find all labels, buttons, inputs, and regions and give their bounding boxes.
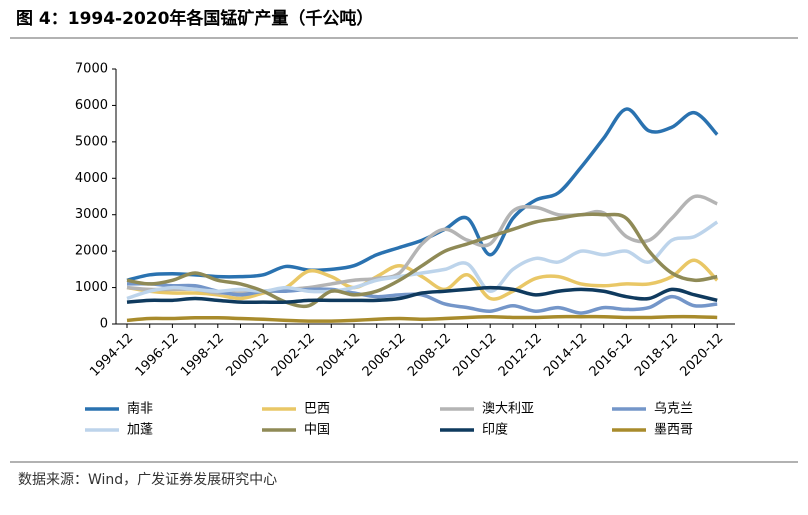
legend-label: 中国 [304, 423, 330, 438]
y-tick-label: 7000 [75, 62, 108, 77]
y-tick-label: 1000 [75, 280, 108, 295]
legend-label: 南非 [127, 401, 153, 417]
legend-label: 加蓬 [127, 423, 153, 438]
series-line [126, 282, 718, 315]
x-tick-label: 2018-12 [632, 331, 681, 380]
x-tick-label: 2008-12 [405, 331, 454, 380]
source: 数据来源：Wind，广发证券发展研究中心 [18, 472, 277, 488]
x-tick-label: 1996-12 [133, 331, 182, 380]
x-tick-label: 2004-12 [314, 331, 363, 380]
legend-label: 澳大利亚 [482, 401, 534, 417]
series-line [126, 212, 718, 309]
x-tick-label: 2012-12 [496, 331, 545, 380]
series-line [126, 285, 718, 305]
x-tick-label: 2002-12 [269, 331, 318, 380]
legend-label: 印度 [482, 422, 508, 438]
legend-label: 墨西哥 [654, 423, 693, 438]
y-tick-label: 3000 [75, 207, 108, 222]
series-line [126, 258, 719, 301]
y-tick-label: 0 [100, 317, 108, 332]
x-tick-label: 2020-12 [677, 331, 726, 380]
y-tick-label: 6000 [75, 98, 108, 113]
y-tick-label: 2000 [75, 244, 108, 259]
x-tick-label: 2010-12 [450, 331, 499, 380]
series-line [126, 107, 719, 282]
x-tick-label: 2006-12 [360, 331, 409, 380]
series-line [126, 220, 719, 301]
legend-label: 乌克兰 [654, 401, 693, 417]
x-tick-label: 2014-12 [541, 331, 590, 380]
chart-title: 图 4：1994-2020年各国锰矿产量（千公吨） [16, 8, 373, 29]
x-tick-label: 2000-12 [223, 331, 272, 380]
x-tick-label: 1998-12 [178, 331, 227, 380]
series-line [126, 314, 718, 323]
legend-label: 巴西 [304, 402, 330, 417]
x-tick-label: 2016-12 [587, 331, 636, 380]
x-tick-label: 1994-12 [87, 331, 136, 380]
y-tick-label: 5000 [75, 134, 108, 149]
y-tick-label: 4000 [75, 171, 108, 186]
